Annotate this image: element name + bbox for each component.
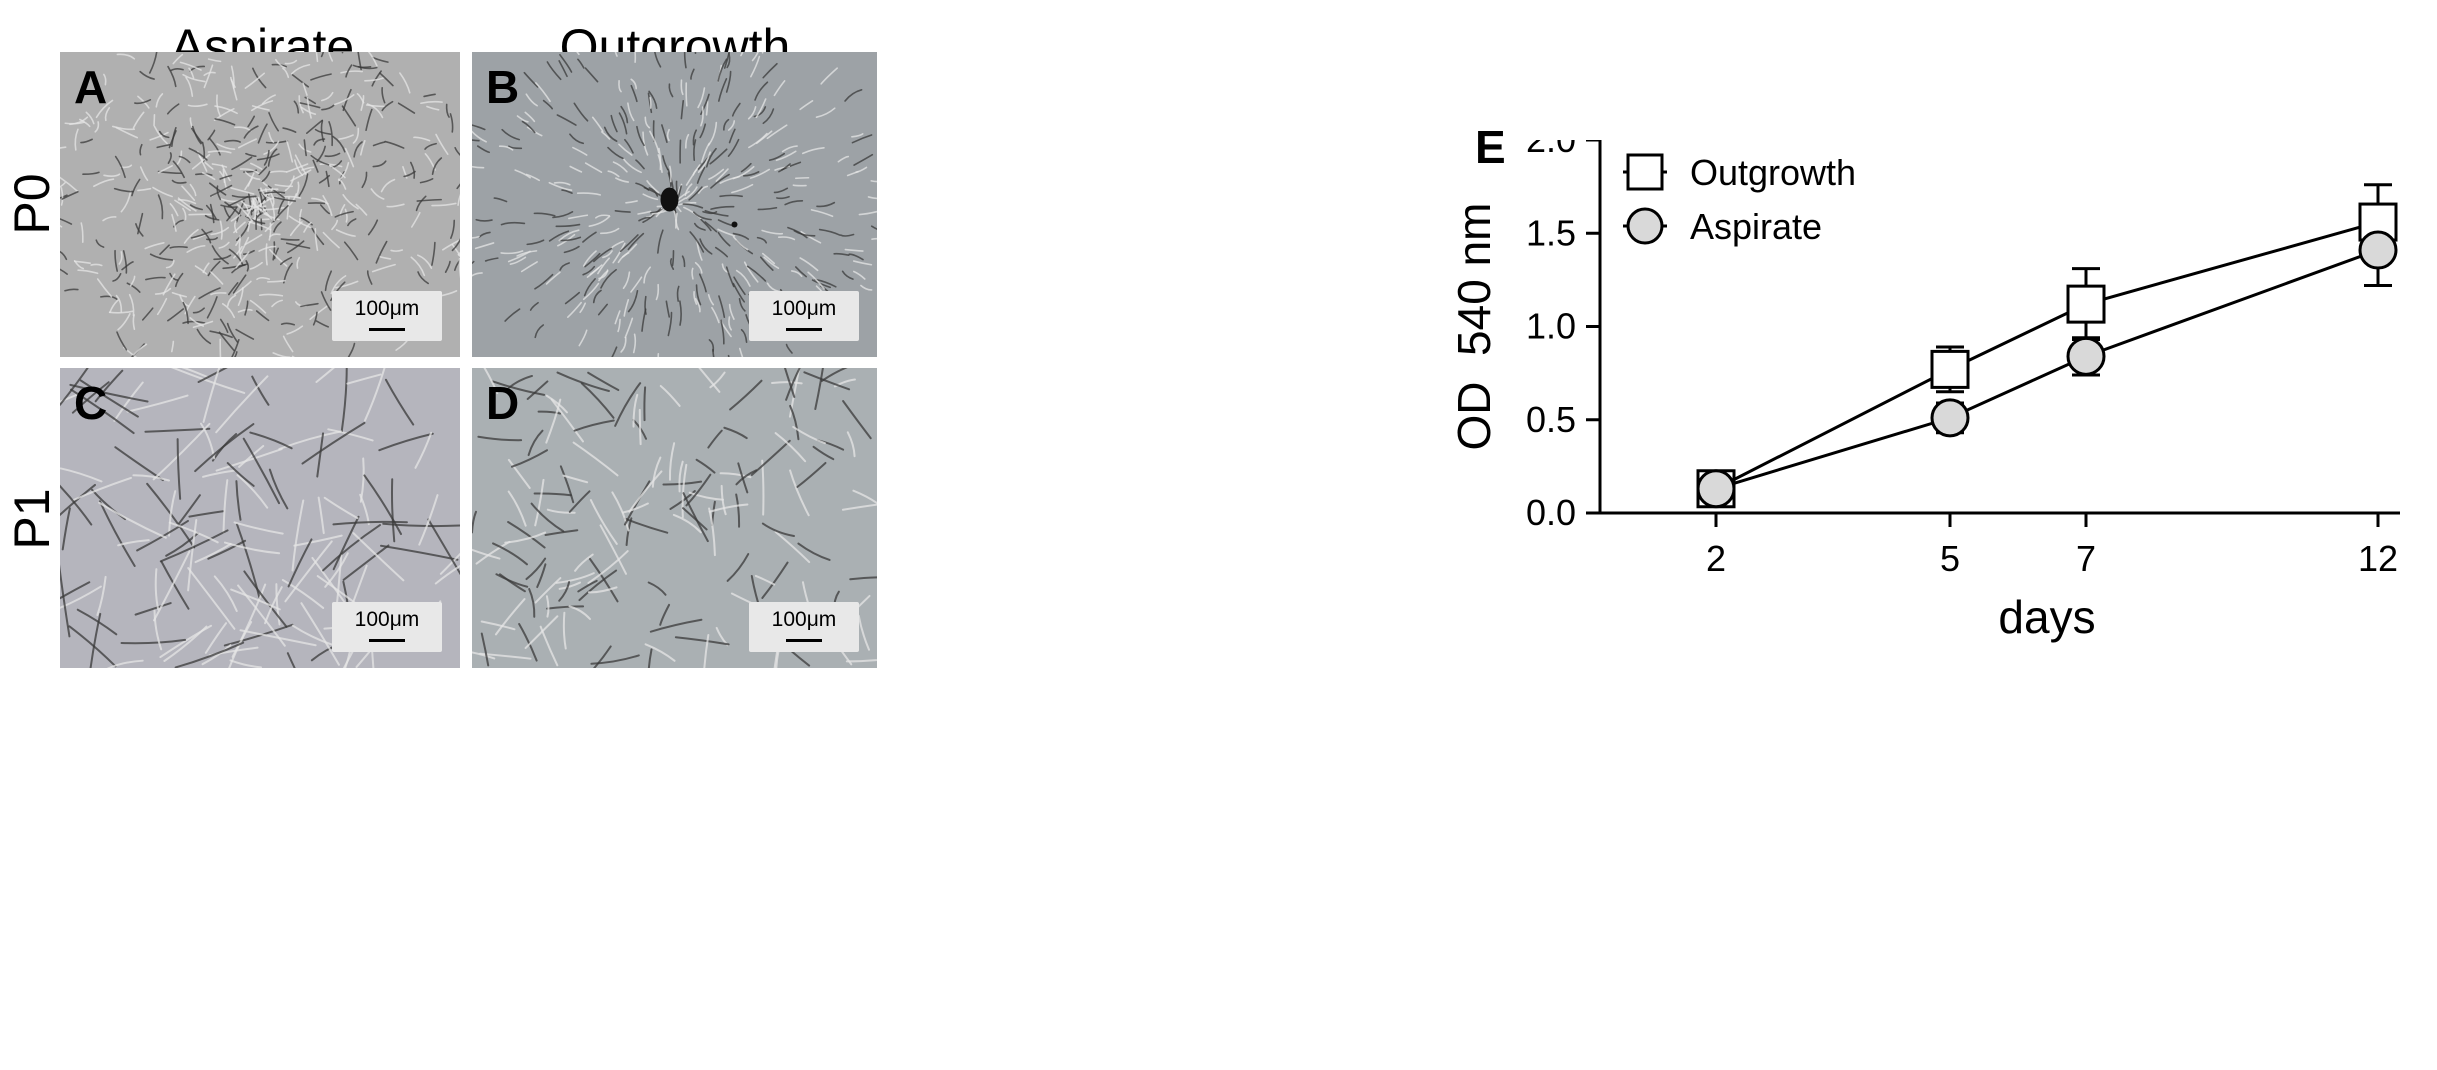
series-line-outgrowth — [1715, 220, 2379, 491]
y-axis-label: OD 540 nm — [1448, 203, 1500, 451]
scale-bar-c: 100μm — [332, 602, 442, 652]
panel-letter-c: C — [74, 377, 108, 429]
y-tick-label: 1.5 — [1526, 212, 1576, 253]
od-line-chart: 0.0 0.5 1.0 1.5 2.0 2 5 7 12 days OD 540 nm Outgrow… — [1448, 140, 2400, 643]
x-tick-label: 12 — [2358, 538, 2398, 579]
x-axis-label: days — [1998, 591, 2095, 643]
panel-letter-a: A — [74, 61, 108, 113]
row-label-p1: P1 — [4, 488, 60, 550]
micrograph-image-a — [60, 52, 460, 357]
data-point-aspirate — [1696, 469, 1736, 509]
micrograph-panel-b: B 100μm — [472, 52, 877, 357]
data-point-aspirate — [2358, 230, 2398, 270]
x-tick-label: 5 — [1940, 538, 1960, 579]
scale-bar-label-c: 100μm — [354, 608, 420, 631]
x-tick-label: 7 — [2076, 538, 2096, 579]
y-tick-label: 1.0 — [1526, 306, 1576, 347]
panel-letter-e: E — [1475, 121, 1506, 173]
micrograph-panel-a: A 100μm — [60, 52, 460, 357]
scale-bar-d: 100μm — [749, 602, 859, 652]
panel-letter-b: B — [486, 61, 520, 113]
data-point-outgrowth — [1930, 349, 1970, 389]
legend-label-aspirate: Aspirate — [1690, 206, 1822, 247]
scale-bar-b: 100μm — [749, 291, 859, 341]
legend-marker-circle — [1626, 207, 1664, 245]
data-point-outgrowth — [2066, 284, 2106, 324]
legend-marker-square — [1626, 153, 1664, 191]
panel-letter-d: D — [486, 377, 520, 429]
data-point-aspirate — [1930, 398, 1970, 438]
data-point-aspirate — [2066, 336, 2106, 376]
micrograph-panel-c: C 100μm — [60, 368, 460, 668]
scale-bar-label-d: 100μm — [771, 608, 837, 631]
micrograph-panel-d: D 100μm — [472, 368, 877, 668]
y-tick-label: 0.0 — [1526, 492, 1576, 533]
y-tick-label: 0.5 — [1526, 399, 1576, 440]
scale-bar-label-a: 100μm — [354, 297, 420, 320]
row-label-p0: P0 — [4, 173, 60, 235]
scale-bar-label-b: 100μm — [771, 297, 837, 320]
x-tick-label: 2 — [1706, 538, 1726, 579]
micrograph-image-c — [60, 368, 460, 668]
legend-label-outgrowth: Outgrowth — [1690, 152, 1856, 193]
series-line-aspirate — [1715, 248, 2379, 491]
scale-bar-a: 100μm — [332, 291, 442, 341]
y-tick-label: 2.0 — [1526, 140, 1576, 160]
